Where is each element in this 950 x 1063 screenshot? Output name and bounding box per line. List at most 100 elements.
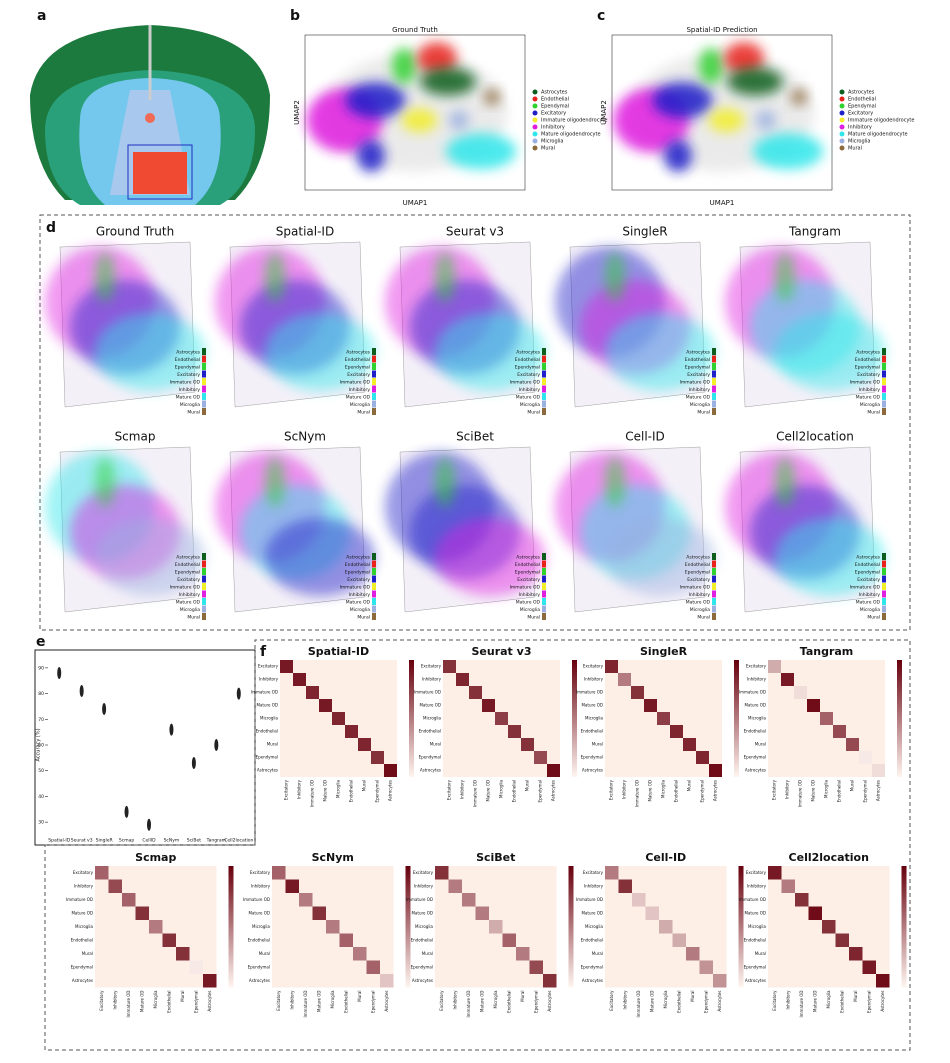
heatmap-cell [443, 660, 456, 673]
row-label: Mature OD [419, 703, 441, 708]
row-label: Ependymal [256, 755, 278, 760]
col-label: Astrocytes [207, 991, 212, 1012]
umap-cluster [401, 108, 438, 133]
row-label: Endothelial [419, 729, 441, 734]
heatmap-title: SciBet [476, 851, 515, 864]
violin [147, 818, 151, 831]
heatmap-cell [108, 879, 122, 893]
row-label: Excitatory [583, 870, 604, 875]
legend-label: Astrocytes [686, 350, 710, 356]
legend-label: Excitatory [857, 577, 880, 583]
legend-swatch [202, 393, 206, 400]
heatmap-cell [686, 947, 700, 961]
spatial-density [265, 252, 285, 302]
x-tick-label: SciBet [187, 838, 201, 844]
legend-label: Mural [357, 615, 370, 621]
legend-label: Microglia [690, 607, 710, 613]
legend-swatch [372, 355, 376, 363]
legend-swatch [839, 110, 845, 116]
row-label: Astrocytes [582, 978, 603, 983]
col-label: Microglia [153, 990, 158, 1009]
umap-title: Spatial-ID Prediction [686, 26, 757, 34]
legend-swatch [532, 138, 538, 144]
legend-label: Ependymal [848, 104, 876, 110]
row-label: Mature OD [411, 910, 433, 915]
legend-swatch [712, 400, 716, 408]
legend-swatch [839, 124, 845, 130]
legend-swatch [372, 378, 376, 385]
col-label: Excitatory [276, 990, 281, 1011]
method-title: Spatial-ID [276, 225, 334, 239]
spatial-density [775, 252, 795, 302]
legend-swatch [882, 370, 886, 378]
legend-swatch [542, 590, 546, 598]
col-label: Mature OD [139, 991, 144, 1013]
legend-swatch [542, 393, 546, 400]
legend-swatch [712, 348, 716, 355]
legend-swatch [532, 110, 538, 116]
legend-swatch [372, 348, 376, 355]
spatial-density [605, 252, 625, 302]
heatmap-cell [339, 933, 353, 947]
row-label: Ependymal [744, 755, 766, 760]
legend-swatch [542, 553, 546, 560]
col-label: Inhibitory [452, 990, 457, 1010]
spatial-density [775, 518, 885, 596]
heatmap-cell [644, 699, 657, 712]
umap-cluster [449, 110, 469, 131]
heatmap-cell [495, 712, 508, 725]
x-tick-label: Tangram [206, 838, 226, 844]
brain-atlas [30, 25, 270, 205]
legend-swatch [712, 553, 716, 560]
legend-label: Mature OD [346, 600, 371, 606]
spatial-density [435, 518, 545, 596]
spatial-density [95, 313, 205, 391]
legend-label: Immature OD [170, 585, 201, 591]
row-label: Endothelial [71, 937, 93, 942]
legend-swatch [532, 96, 538, 102]
legend-label: Ependymal [175, 365, 200, 371]
spatial-density [435, 252, 455, 302]
heatmap-cell [366, 960, 380, 974]
violin [102, 703, 107, 715]
heatmap-cell [122, 893, 136, 907]
col-label: Microglia [499, 779, 504, 798]
legend-label: Astrocytes [516, 555, 540, 561]
legend-label: Immature OD [340, 380, 371, 386]
heatmap-cell [448, 879, 462, 893]
col-label: Endothelial [837, 780, 842, 802]
heatmap-cell [807, 699, 820, 712]
heatmap-cell [672, 933, 686, 947]
legend-label: Microglia [350, 402, 370, 408]
legend-swatch [372, 553, 376, 560]
legend-label: Ependymal [541, 104, 569, 110]
legend-label: Endothelial [855, 562, 880, 568]
legend-label: Mural [697, 410, 710, 416]
heatmap-cell [475, 906, 489, 920]
x-tick-label: Seurat v3 [71, 838, 93, 844]
col-label: Immature OD [798, 780, 803, 807]
legend-swatch [202, 385, 206, 393]
legend-swatch [712, 408, 716, 415]
legend-swatch [372, 590, 376, 598]
row-label: Mature OD [744, 910, 766, 915]
row-label: Ependymal [744, 964, 766, 969]
row-label: Microglia [423, 716, 442, 721]
row-label: Astrocytes [745, 768, 766, 773]
legend-label: Mature oligodendrocyte [848, 132, 908, 138]
col-label: Excitatory [99, 990, 104, 1011]
legend-swatch [839, 103, 845, 109]
row-label: Mature OD [581, 703, 603, 708]
violin [57, 667, 62, 679]
legend-label: Immature OD [510, 585, 541, 591]
legend-swatch [712, 568, 716, 575]
col-label: Endothelial [512, 780, 517, 802]
col-label: Endothelial [839, 991, 844, 1013]
row-label: Mature OD [248, 910, 270, 915]
legend-swatch [542, 385, 546, 393]
legend-swatch [542, 370, 546, 378]
legend-swatch [542, 363, 546, 370]
heatmap-cell [456, 673, 469, 686]
method-title: Ground Truth [96, 225, 174, 239]
legend-swatch [542, 613, 546, 620]
